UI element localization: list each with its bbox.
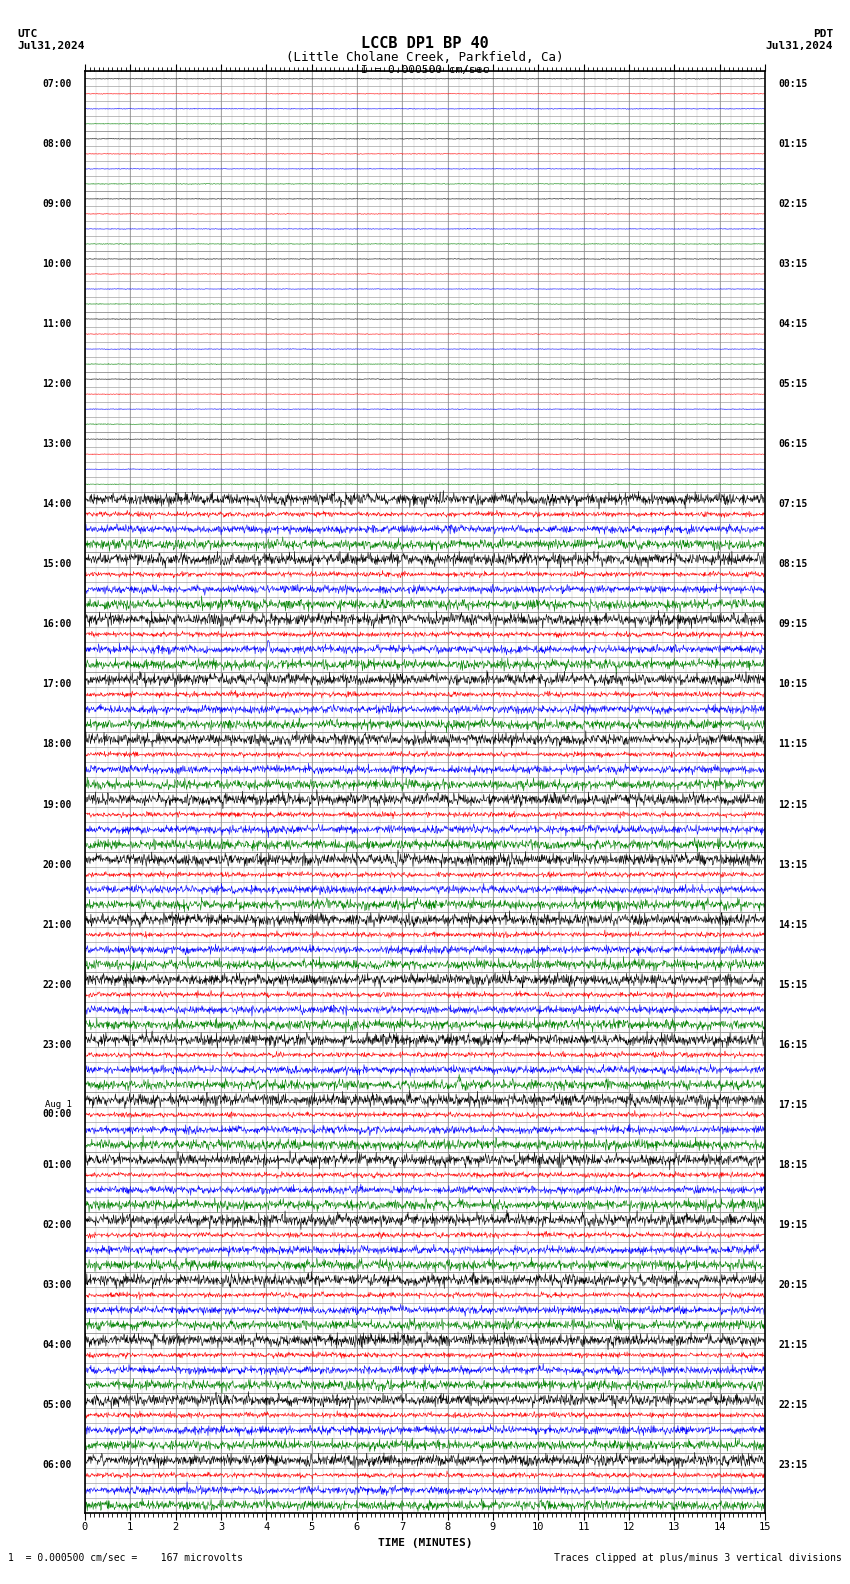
Text: 23:15: 23:15 (779, 1460, 808, 1470)
Text: 00:15: 00:15 (779, 79, 808, 89)
Text: UTC: UTC (17, 29, 37, 38)
Text: 08:15: 08:15 (779, 559, 808, 569)
Text: 16:00: 16:00 (42, 619, 71, 629)
Text: 03:00: 03:00 (42, 1280, 71, 1289)
Text: 22:15: 22:15 (779, 1400, 808, 1410)
Text: 07:15: 07:15 (779, 499, 808, 508)
Text: 21:00: 21:00 (42, 920, 71, 930)
Text: 12:15: 12:15 (779, 800, 808, 809)
Text: 02:00: 02:00 (42, 1220, 71, 1229)
Text: 18:00: 18:00 (42, 740, 71, 749)
Text: Aug 1: Aug 1 (44, 1099, 71, 1109)
Text: 23:00: 23:00 (42, 1039, 71, 1050)
Text: 22:00: 22:00 (42, 979, 71, 990)
Text: 17:00: 17:00 (42, 680, 71, 689)
Text: 15:00: 15:00 (42, 559, 71, 569)
Text: 13:15: 13:15 (779, 860, 808, 870)
Text: 09:00: 09:00 (42, 200, 71, 209)
Text: 18:15: 18:15 (779, 1159, 808, 1171)
Text: 06:00: 06:00 (42, 1460, 71, 1470)
Text: 07:00: 07:00 (42, 79, 71, 89)
Text: 00:00: 00:00 (42, 1109, 71, 1118)
Text: 10:00: 10:00 (42, 258, 71, 269)
Text: 03:15: 03:15 (779, 258, 808, 269)
X-axis label: TIME (MINUTES): TIME (MINUTES) (377, 1538, 473, 1548)
Text: 13:00: 13:00 (42, 439, 71, 450)
Text: 04:00: 04:00 (42, 1340, 71, 1350)
Text: 16:15: 16:15 (779, 1039, 808, 1050)
Text: PDT: PDT (813, 29, 833, 38)
Text: I = 0.000500 cm/sec: I = 0.000500 cm/sec (361, 65, 489, 74)
Text: 10:15: 10:15 (779, 680, 808, 689)
Text: 14:15: 14:15 (779, 920, 808, 930)
Text: 04:15: 04:15 (779, 318, 808, 329)
Text: 17:15: 17:15 (779, 1099, 808, 1110)
Text: 12:00: 12:00 (42, 379, 71, 390)
Text: 02:15: 02:15 (779, 200, 808, 209)
Text: (Little Cholane Creek, Parkfield, Ca): (Little Cholane Creek, Parkfield, Ca) (286, 51, 564, 63)
Text: 11:15: 11:15 (779, 740, 808, 749)
Text: 05:00: 05:00 (42, 1400, 71, 1410)
Text: 09:15: 09:15 (779, 619, 808, 629)
Text: 1  = 0.000500 cm/sec =    167 microvolts: 1 = 0.000500 cm/sec = 167 microvolts (8, 1554, 243, 1563)
Text: 20:00: 20:00 (42, 860, 71, 870)
Text: 11:00: 11:00 (42, 318, 71, 329)
Text: 06:15: 06:15 (779, 439, 808, 450)
Text: 01:00: 01:00 (42, 1159, 71, 1171)
Text: Jul31,2024: Jul31,2024 (766, 41, 833, 51)
Text: 01:15: 01:15 (779, 139, 808, 149)
Text: LCCB DP1 BP 40: LCCB DP1 BP 40 (361, 36, 489, 51)
Text: 20:15: 20:15 (779, 1280, 808, 1289)
Text: Traces clipped at plus/minus 3 vertical divisions: Traces clipped at plus/minus 3 vertical … (553, 1554, 842, 1563)
Text: 14:00: 14:00 (42, 499, 71, 508)
Text: 08:00: 08:00 (42, 139, 71, 149)
Text: 19:15: 19:15 (779, 1220, 808, 1229)
Text: Jul31,2024: Jul31,2024 (17, 41, 84, 51)
Text: 19:00: 19:00 (42, 800, 71, 809)
Text: 15:15: 15:15 (779, 979, 808, 990)
Text: 21:15: 21:15 (779, 1340, 808, 1350)
Text: 05:15: 05:15 (779, 379, 808, 390)
